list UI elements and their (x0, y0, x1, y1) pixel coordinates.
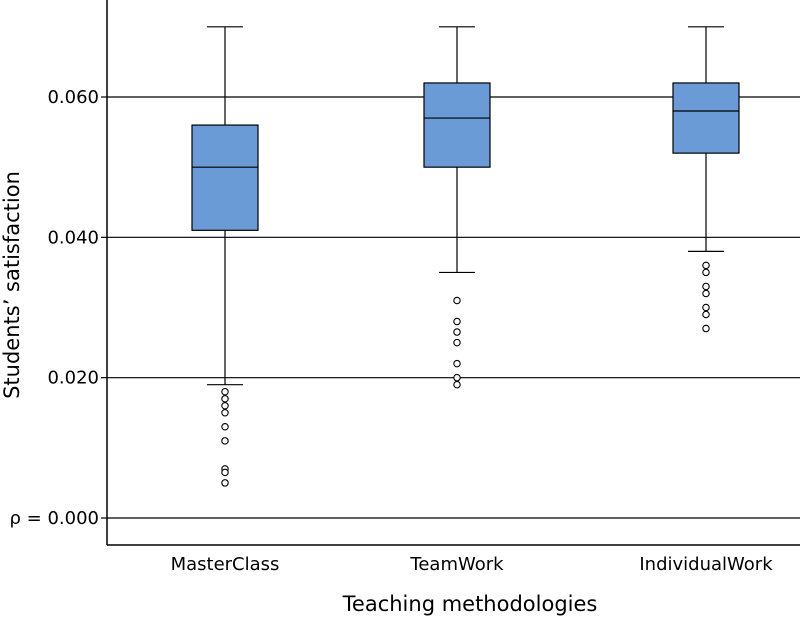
iqr-box (191, 124, 259, 231)
outlier-point (702, 268, 710, 277)
iqr-box (672, 82, 740, 154)
outlier-point (221, 468, 229, 477)
x-category-label: MasterClass (171, 554, 280, 575)
outlier-point (453, 373, 461, 382)
outlier-point (221, 408, 229, 417)
outlier-point (453, 296, 461, 305)
outlier-point (453, 380, 461, 389)
outlier-point (221, 394, 229, 403)
y-tick-label: 0.020 (47, 368, 99, 389)
boxes (191, 26, 740, 487)
y-tick-label: 0.060 (47, 87, 99, 108)
outlier-point (221, 423, 229, 431)
y-tick-label: ρ = 0.000 (10, 508, 99, 529)
outlier-point (221, 387, 229, 396)
outlier-point (702, 310, 710, 319)
outlier-point (453, 359, 461, 368)
y-axis-title: Students’ satisfaction (0, 171, 24, 399)
outlier-point (453, 317, 461, 326)
x-category-label: TeamWork (409, 554, 504, 575)
y-tick-labels: ρ = 0.000 0.020 0.040 0.060 (10, 87, 107, 529)
outlier-point (702, 303, 710, 312)
outlier-point (453, 328, 461, 336)
box-group-individualwork (672, 26, 740, 333)
box-group-masterclass (191, 26, 259, 487)
x-axis-title: Teaching methodologies (342, 592, 598, 616)
y-tick-label: 0.040 (47, 227, 99, 248)
outlier-point (702, 289, 710, 298)
outlier-point (453, 338, 461, 347)
outlier-point (221, 401, 229, 410)
outlier-point (221, 437, 229, 445)
outlier-point (702, 282, 710, 291)
iqr-box (423, 82, 491, 168)
outlier-point (702, 324, 710, 333)
outlier-point (221, 479, 229, 487)
x-category-labels: MasterClass TeamWork IndividualWork (171, 554, 774, 575)
x-category-label: IndividualWork (639, 554, 773, 575)
outlier-point (702, 261, 710, 270)
box-group-teamwork (423, 26, 491, 389)
